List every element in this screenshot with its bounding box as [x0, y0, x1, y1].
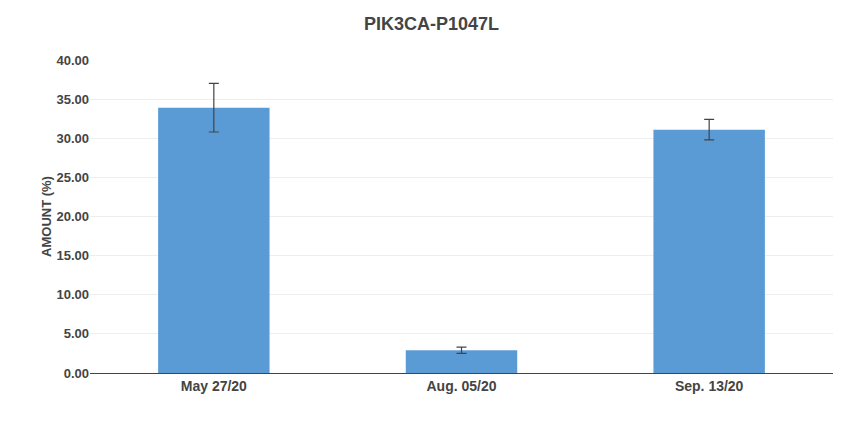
svg-text:May 27/20: May 27/20	[181, 378, 247, 394]
svg-text:30.00: 30.00	[56, 131, 89, 146]
svg-text:40.00: 40.00	[56, 53, 89, 68]
svg-text:20.00: 20.00	[56, 209, 89, 224]
svg-text:35.00: 35.00	[56, 92, 89, 107]
svg-text:0.00: 0.00	[64, 366, 89, 381]
svg-text:25.00: 25.00	[56, 170, 89, 185]
svg-text:15.00: 15.00	[56, 248, 89, 263]
svg-text:Sep. 13/20: Sep. 13/20	[675, 378, 744, 394]
svg-text:10.00: 10.00	[56, 287, 89, 302]
svg-text:Aug. 05/20: Aug. 05/20	[426, 378, 496, 394]
svg-text:PIK3CA-P1047L: PIK3CA-P1047L	[364, 14, 499, 34]
svg-text:AMOUNT (%): AMOUNT (%)	[39, 176, 54, 257]
svg-text:5.00: 5.00	[64, 326, 89, 341]
